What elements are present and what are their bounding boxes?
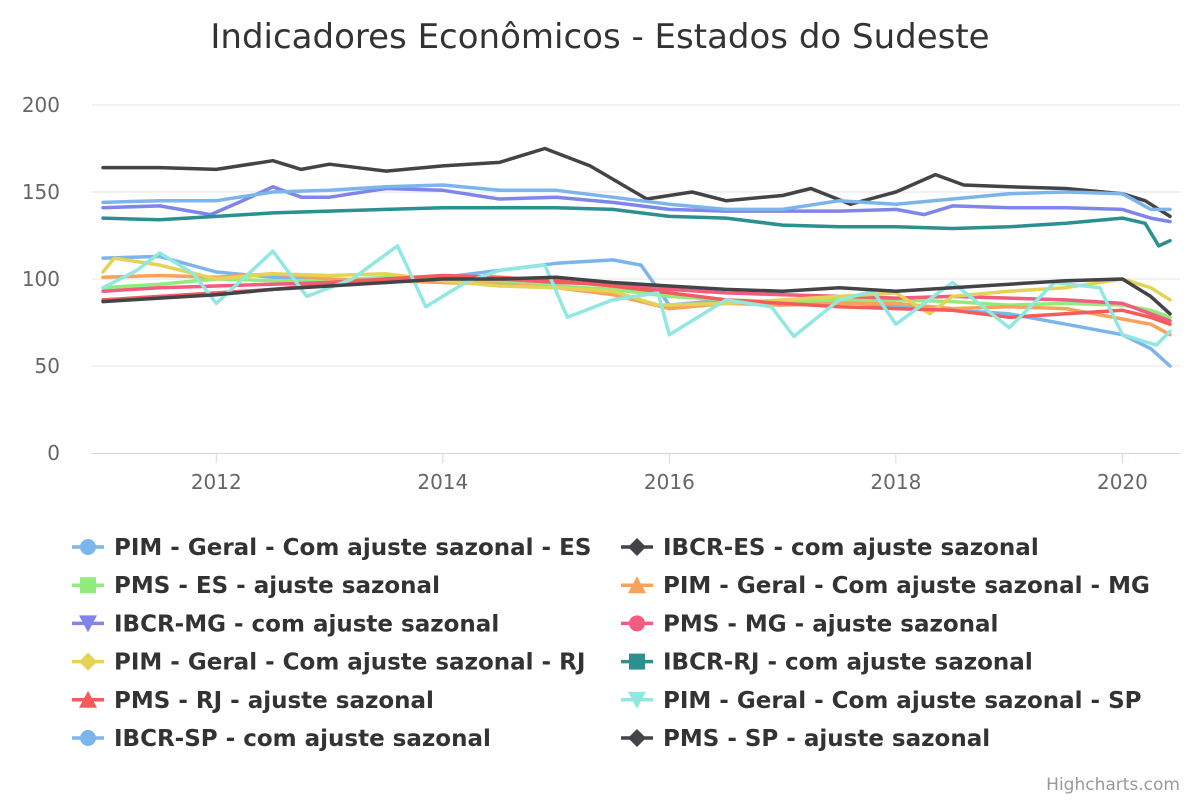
legend-label: PIM - Geral - Com ajuste sazonal - ES [114,535,591,561]
legend-label: IBCR-SP - com ajuste sazonal [114,726,491,752]
series-line-2[interactable] [101,146,1172,219]
legend-item-12[interactable]: PMS - SP - ajuste sazonal [621,726,990,752]
grid-layer [92,104,1180,367]
x-tick-label: 2020 [1097,470,1148,494]
legend-marker-triangle-down-icon [628,691,646,709]
legend-marker-circle-icon [629,615,645,632]
series-line-7[interactable] [101,256,1172,316]
series-layer [101,146,1172,368]
legend-label: PMS - SP - ajuste sazonal [663,726,990,752]
legend-item-10[interactable]: PIM - Geral - Com ajuste sazonal - SP [621,688,1142,714]
legend-label: PIM - Geral - Com ajuste sazonal - RJ [114,650,585,676]
legend-marker-diamond-icon [628,538,646,556]
x-tick-label: 2012 [191,470,242,494]
legend-marker-square-icon [80,577,96,594]
legend-label: PIM - Geral - Com ajuste sazonal - MG [663,573,1150,599]
legend: PIM - Geral - Com ajuste sazonal - ES IBC… [72,535,1150,752]
axis-layer: 0 50 100 150 200 2012 2014 2016 2018 2020 [22,93,1180,494]
legend-marker-square-icon [629,653,645,670]
legend-item-4[interactable]: PIM - Geral - Com ajuste sazonal - MG [621,573,1150,599]
series-line-8[interactable] [101,205,1172,248]
chart-title: Indicadores Econômicos - Estados do Sude… [210,17,989,57]
legend-item-2[interactable]: IBCR-ES - com ajuste sazonal [621,535,1039,561]
legend-label: PMS - ES - ajuste sazonal [114,573,440,599]
x-tick-label: 2016 [644,470,695,494]
legend-marker-triangle-down-icon [79,615,97,633]
y-tick-label: 50 [35,354,60,378]
credits-text[interactable]: Highcharts.com [1046,775,1180,795]
y-tick-label: 100 [22,267,60,291]
y-tick-label: 150 [22,180,60,204]
legend-item-8[interactable]: IBCR-RJ - com ajuste sazonal [621,650,1033,676]
legend-item-3[interactable]: PMS - ES - ajuste sazonal [72,573,440,599]
legend-marker-triangle-icon [628,576,646,594]
legend-item-5[interactable]: IBCR-MG - com ajuste sazonal [72,611,499,637]
series-line-3[interactable] [101,275,1172,320]
legend-item-6[interactable]: PMS - MG - ajuste sazonal [621,611,998,637]
legend-label: PIM - Geral - Com ajuste sazonal - SP [663,688,1142,714]
series-line-10[interactable] [101,244,1172,347]
y-tick-label: 0 [47,441,60,465]
legend-label: IBCR-RJ - com ajuste sazonal [663,650,1033,676]
legend-item-7[interactable]: PIM - Geral - Com ajuste sazonal - RJ [72,650,585,676]
legend-item-9[interactable]: PMS - RJ - ajuste sazonal [72,688,434,714]
legend-marker-circle-icon [80,539,96,555]
legend-marker-triangle-icon [79,690,97,708]
series-line-5[interactable] [101,185,1172,224]
x-tick-label: 2018 [870,470,921,494]
series-line-6[interactable] [101,277,1172,323]
legend-label: PMS - RJ - ajuste sazonal [114,688,434,714]
legend-label: PMS - MG - ajuste sazonal [663,611,998,637]
legend-item-11[interactable]: IBCR-SP - com ajuste sazonal [72,726,491,752]
legend-label: IBCR-MG - com ajuste sazonal [114,611,499,637]
series-line-11[interactable] [101,183,1172,212]
legend-marker-diamond-icon [79,652,97,671]
legend-label: IBCR-ES - com ajuste sazonal [663,535,1039,561]
x-tick-label: 2014 [417,470,468,494]
legend-item-1[interactable]: PIM - Geral - Com ajuste sazonal - ES [72,535,591,561]
y-tick-label: 200 [22,93,60,117]
series-line-12[interactable] [101,275,1172,316]
legend-marker-diamond-icon [628,729,646,747]
legend-marker-circle-icon [80,730,96,746]
